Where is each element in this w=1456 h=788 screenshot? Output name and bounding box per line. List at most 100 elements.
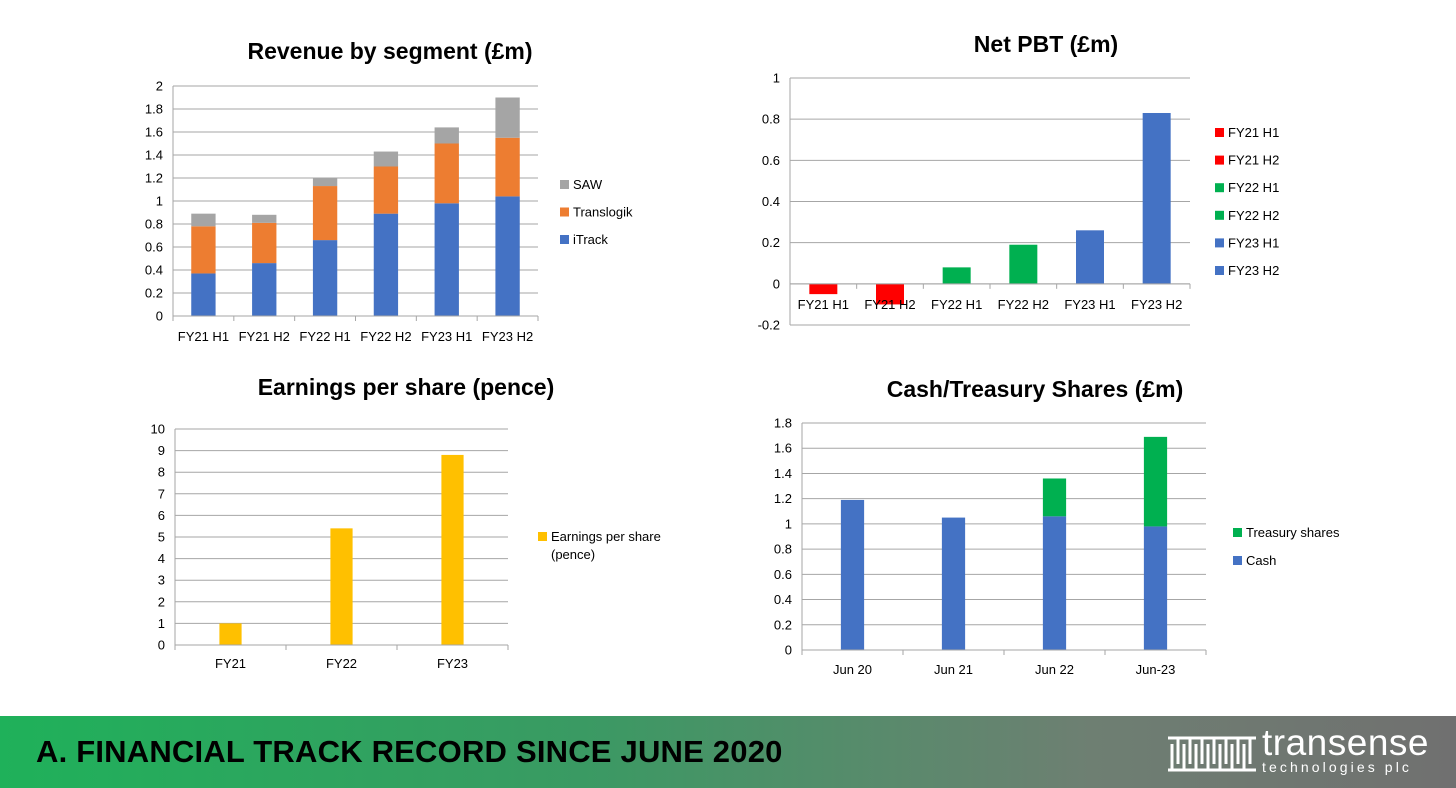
y-tick-label: 1.6 (774, 441, 792, 456)
bar (1042, 516, 1067, 650)
bar (252, 222, 277, 264)
y-tick-label: 0.2 (145, 286, 163, 301)
x-tick-label: FY21 H1 (178, 329, 229, 344)
y-tick-label: 1.4 (774, 466, 792, 481)
bar (312, 240, 338, 316)
y-tick-label: 1 (156, 194, 163, 209)
y-tick-label: 0 (785, 643, 792, 658)
revenue-chart-title: Revenue by segment (£m) (247, 38, 533, 64)
y-tick-label: 0 (156, 309, 163, 324)
bar (330, 528, 353, 645)
x-tick-label: FY22 H1 (299, 329, 350, 344)
bar (373, 166, 399, 214)
legend-swatch (1215, 210, 1224, 220)
legend-swatch (1215, 128, 1224, 137)
legend-swatch (538, 532, 547, 541)
bar (495, 137, 520, 197)
cash-chart-svg: 0 0.2 0.4 0.6 0.8 1 1.2 1.4 1.6 1.8 Jun 20 Jun 21 Ju… (774, 416, 1340, 678)
pbt-chart: Net PBT (£m) -0.2 0 0.2 0.4 0.6 0.8 1 FY21 H1 FY… (728, 0, 1456, 360)
bar (941, 517, 966, 650)
logo-name: transense (1262, 722, 1429, 763)
y-tick-label: 0.4 (774, 592, 792, 607)
legend-label: FY21 H1 (1228, 125, 1279, 140)
legend-swatch (560, 235, 569, 244)
y-tick-label: 1.6 (145, 125, 163, 140)
x-tick-label: Jun-23 (1136, 662, 1176, 677)
bar (219, 623, 242, 645)
x-tick-label: FY21 H1 (798, 297, 849, 312)
legend-swatch (560, 180, 569, 189)
x-tick-label: FY23 H2 (1131, 297, 1182, 312)
y-tick-label: 2 (158, 594, 165, 609)
x-tick-label: FY21 H2 (239, 329, 290, 344)
footer-banner: A. FINANCIAL TRACK RECORD SINCE JUNE 202… (0, 716, 1456, 788)
x-tick-label: FY22 H1 (931, 297, 982, 312)
eps-chart-svg: 0 1 2 3 4 5 6 7 8 9 10 FY21 FY22 FY23 Earnings per sha… (151, 422, 661, 672)
x-tick-label: FY22 H2 (360, 329, 411, 344)
y-tick-label: 8 (158, 465, 165, 480)
y-tick-label: -0.2 (758, 318, 780, 333)
legend-swatch (1233, 528, 1242, 537)
bar (191, 213, 216, 227)
y-tick-label: 0 (158, 638, 165, 653)
bar (876, 283, 904, 305)
y-tick-label: 5 (158, 530, 165, 545)
legend-label: Translogik (573, 205, 633, 220)
legend-swatch (1215, 266, 1224, 275)
company-logo: transense technologies plc (1166, 722, 1436, 778)
y-tick-label: 0.4 (145, 263, 163, 278)
pbt-chart-title: Net PBT (£m) (973, 31, 1119, 57)
logo-tagline: technologies plc (1262, 759, 1412, 775)
x-tick-label: FY23 H2 (482, 329, 533, 344)
y-tick-label: 1 (773, 71, 780, 86)
x-tick-label: FY23 H1 (421, 329, 472, 344)
y-tick-label: 1 (158, 616, 165, 631)
y-tick-label: 0 (773, 276, 780, 291)
y-tick-label: 0.8 (762, 112, 780, 127)
legend-swatch (560, 207, 569, 217)
y-tick-label: 0.6 (145, 240, 163, 255)
bar (434, 203, 459, 316)
revenue-chart: Revenue by segment (£m) 0 0.2 0.4 0.6 0.8 1 1.… (0, 0, 728, 360)
x-tick-label: FY21 (215, 656, 246, 671)
bar (252, 263, 277, 316)
bar (1142, 112, 1171, 284)
x-tick-label: Jun 22 (1035, 662, 1074, 677)
y-tick-label: 3 (158, 573, 165, 588)
bar (434, 127, 459, 144)
bar (252, 214, 277, 223)
y-tick-label: 1.8 (145, 102, 163, 117)
x-tick-label: FY23 (437, 656, 468, 671)
y-tick-label: 0.4 (762, 194, 780, 209)
y-tick-label: 4 (158, 551, 165, 566)
y-tick-label: 0.8 (145, 217, 163, 232)
cash-chart-title: Cash/Treasury Shares (£m) (886, 376, 1184, 402)
y-tick-label: 0.6 (762, 153, 780, 168)
x-tick-label: FY21 H2 (864, 297, 915, 312)
revenue-chart-svg: 0 0.2 0.4 0.6 0.8 1 1.2 1.4 1.6 1.8 2 FY21 H1 FY21 H… (145, 79, 633, 345)
bar (840, 499, 865, 650)
x-tick-label: FY23 H1 (1064, 297, 1115, 312)
bar (495, 196, 520, 316)
x-tick-label: Jun 20 (833, 662, 872, 677)
y-tick-label: 0.2 (762, 235, 780, 250)
legend-label: FY21 H2 (1228, 153, 1279, 168)
legend-swatch (1215, 183, 1224, 193)
y-tick-label: 1 (785, 516, 792, 531)
y-tick-label: 1.2 (774, 491, 792, 506)
bar (441, 454, 464, 645)
legend-label: FY22 H1 (1228, 180, 1279, 195)
eps-chart: Earnings per share (pence) 0 1 2 3 4 5 6 7 8 9 10 F… (0, 360, 728, 716)
legend-swatch (1233, 556, 1242, 565)
legend-label: SAW (573, 177, 603, 192)
y-tick-label: 1.4 (145, 148, 163, 163)
y-tick-label: 0.6 (774, 567, 792, 582)
y-tick-label: 0.2 (774, 617, 792, 632)
bar (942, 267, 971, 284)
x-tick-label: FY22 H2 (998, 297, 1049, 312)
bar (1143, 526, 1168, 650)
bar (312, 186, 338, 241)
y-tick-label: 7 (158, 486, 165, 501)
bar (373, 151, 399, 167)
y-tick-label: 1.2 (145, 171, 163, 186)
